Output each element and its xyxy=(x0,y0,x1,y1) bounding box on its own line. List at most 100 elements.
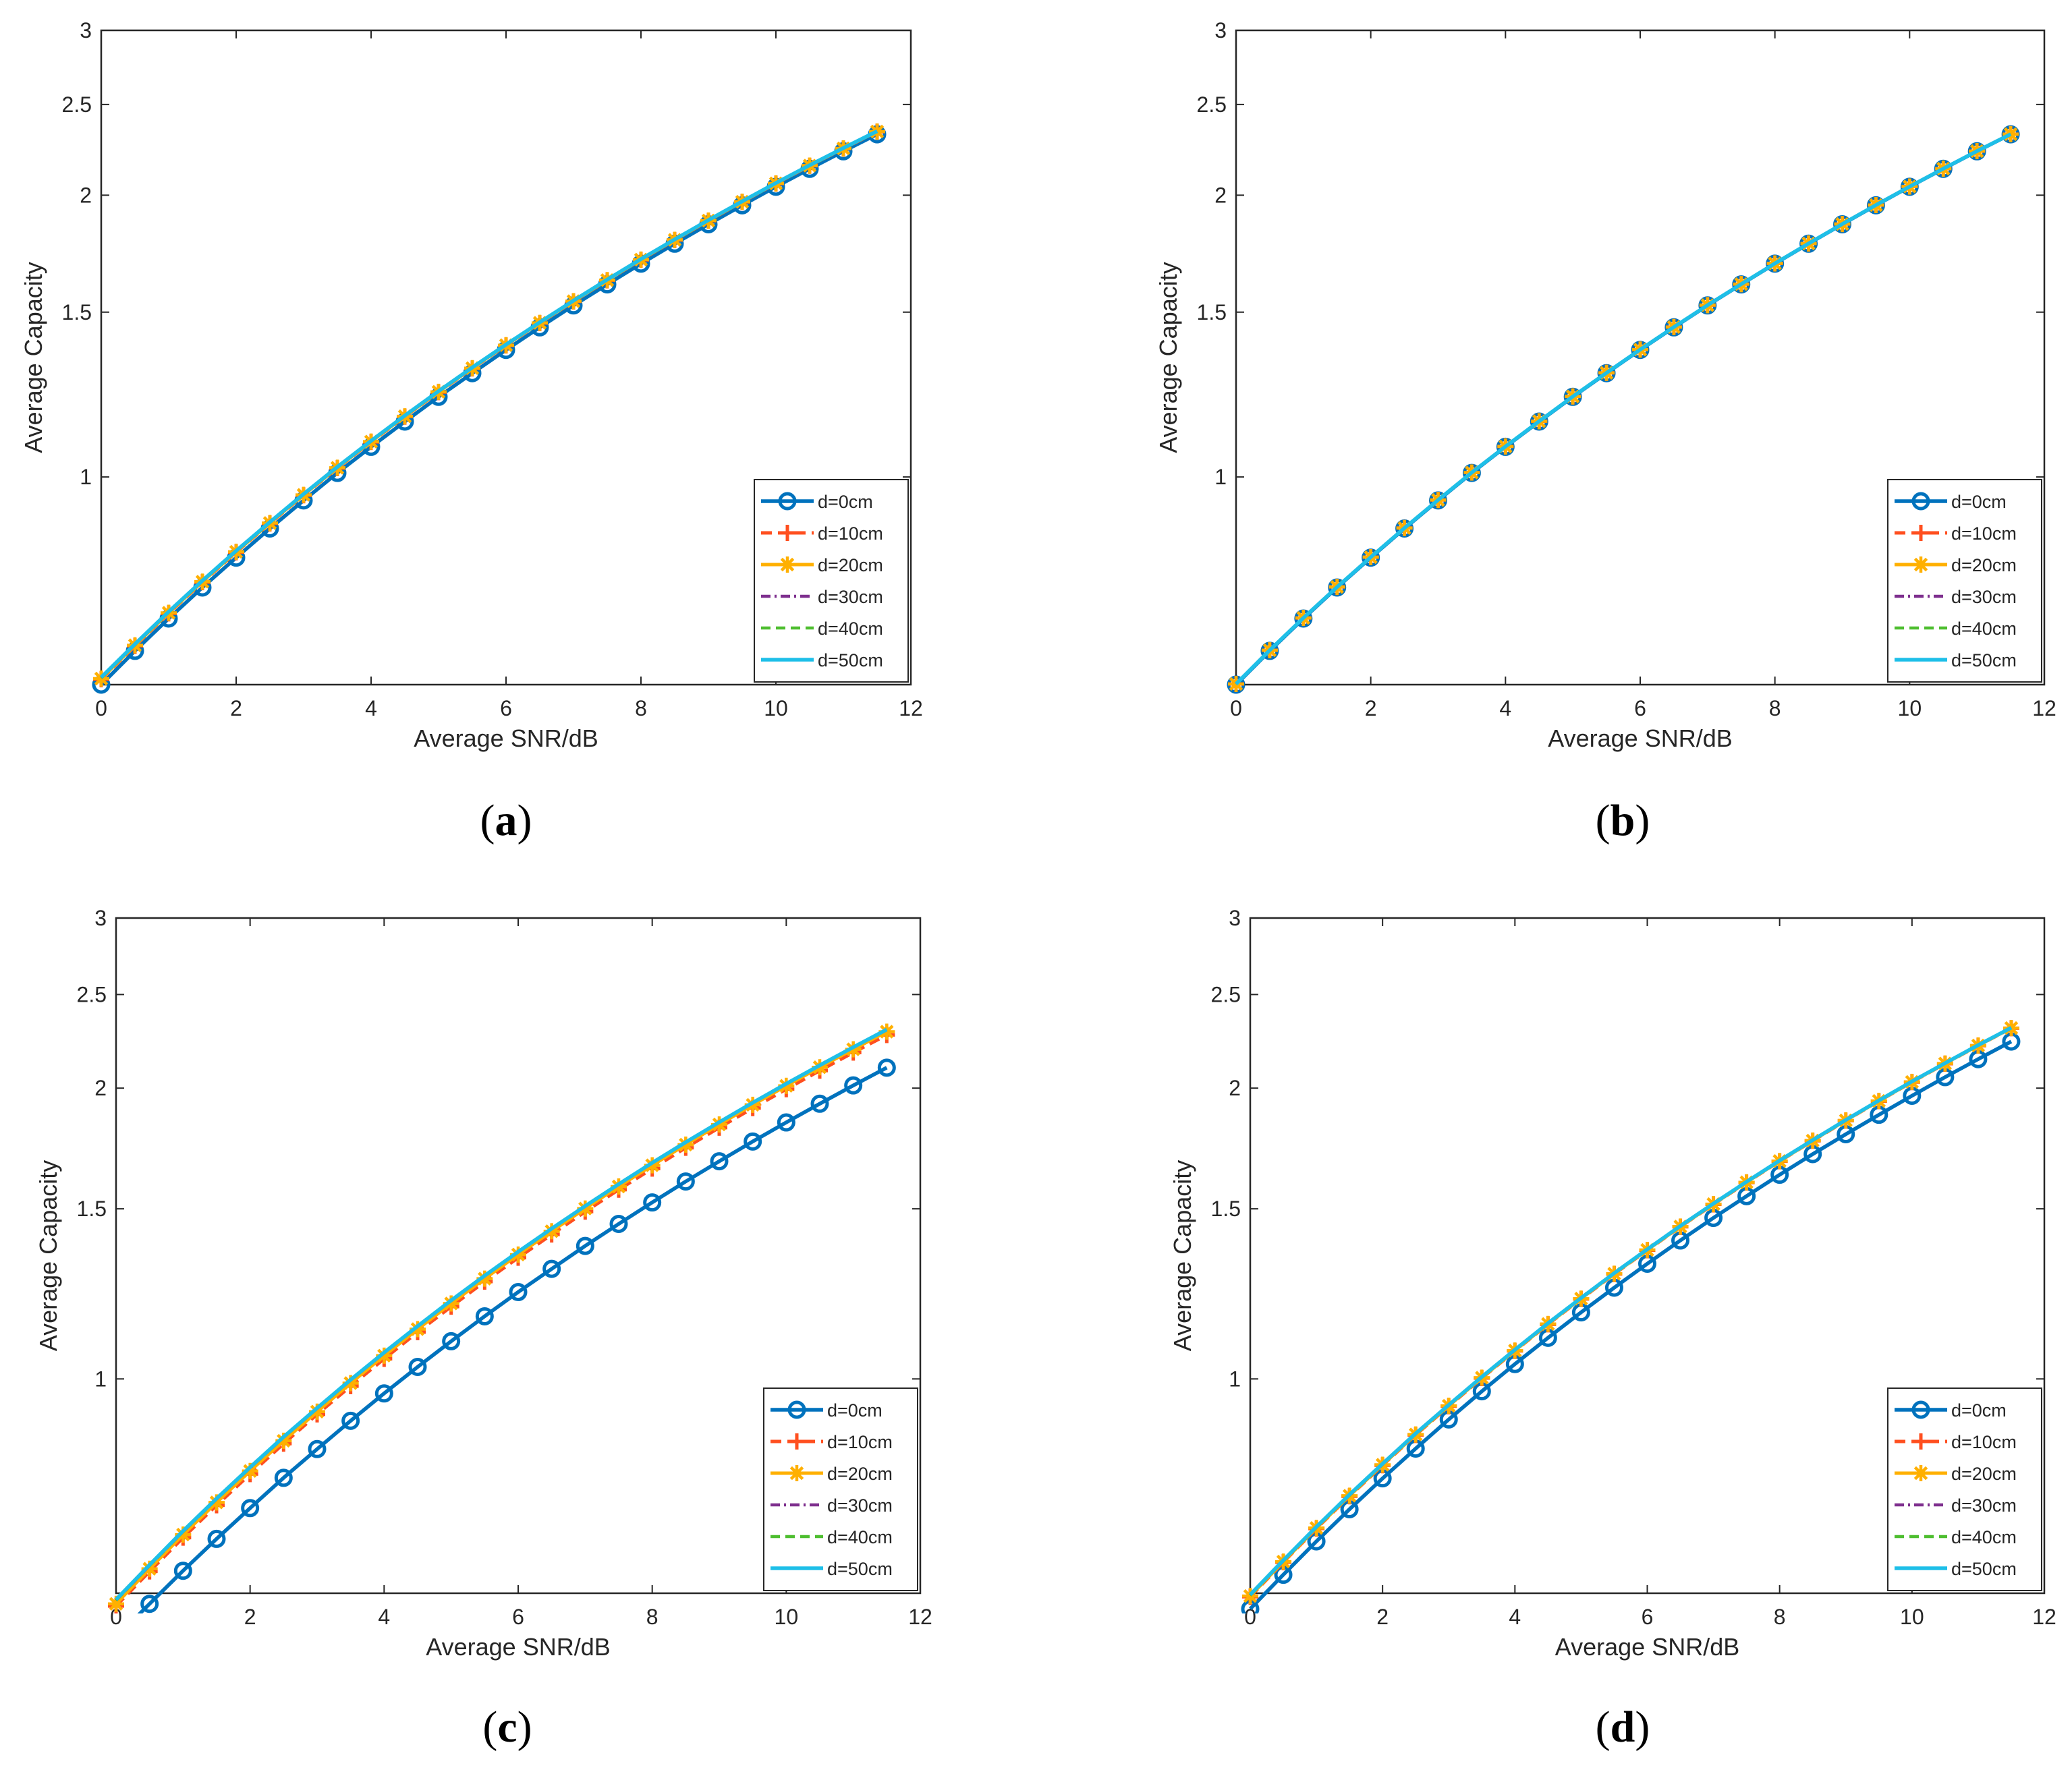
y-tick-label: 2.5 xyxy=(62,92,92,117)
legend-label: d=30cm xyxy=(827,1495,893,1516)
x-axis-label: Average SNR/dB xyxy=(1548,724,1732,752)
data-point-marker xyxy=(710,1152,729,1171)
x-tick-label: 0 xyxy=(110,1605,122,1629)
legend-item: d=30cm xyxy=(761,587,883,607)
data-point-marker xyxy=(408,1358,427,1377)
legend-label: d=30cm xyxy=(818,587,883,607)
y-tick-label: 2 xyxy=(1229,1076,1241,1100)
y-tick-label: 2 xyxy=(1214,183,1227,207)
y-tick-label: 1.5 xyxy=(1211,1197,1241,1221)
legend-item: d=20cm xyxy=(761,555,883,575)
data-point-marker xyxy=(509,1283,528,1302)
x-tick-label: 4 xyxy=(378,1605,390,1629)
legend-item: d=40cm xyxy=(771,1527,893,1547)
legend-item: d=50cm xyxy=(1895,1559,2017,1579)
legend-item: d=40cm xyxy=(1895,619,2017,639)
legend-label: d=20cm xyxy=(818,555,883,575)
chart-panel-a: 0 2 4 6 8 10 12 1 1.5 2 2.5 3 Average SNR/dB Average … xyxy=(20,18,923,845)
data-point-marker xyxy=(241,1499,260,1518)
x-tick-label: 2 xyxy=(1365,696,1377,720)
y-tick-label: 2 xyxy=(94,1076,107,1100)
legend-box xyxy=(1887,479,2042,683)
panel-caption: (d) xyxy=(1596,1703,1650,1752)
legend-item: d=20cm xyxy=(771,1464,893,1484)
legend-item: d=50cm xyxy=(1895,650,2017,670)
legend-label: d=20cm xyxy=(1951,1464,2017,1484)
data-point-marker xyxy=(779,556,795,573)
legend-item: d=10cm xyxy=(771,1432,893,1452)
x-tick-label: 6 xyxy=(512,1605,524,1629)
x-tick-label: 2 xyxy=(1376,1605,1389,1629)
legend-item: d=20cm xyxy=(1895,555,2017,575)
legend-box xyxy=(1887,1387,2042,1591)
y-tick-label: 3 xyxy=(94,906,107,930)
x-tick-label: 12 xyxy=(899,696,923,720)
legend-item: d=10cm xyxy=(1895,523,2017,544)
data-point-marker xyxy=(542,1259,561,1278)
x-tick-label: 0 xyxy=(1230,696,1242,720)
legend-label: d=0cm xyxy=(1951,492,2007,512)
panel-caption: (c) xyxy=(482,1703,532,1752)
data-point-marker xyxy=(609,1214,628,1233)
legend-label: d=10cm xyxy=(818,523,883,544)
data-point-marker xyxy=(778,492,797,511)
series-group xyxy=(92,123,887,694)
legend-item: d=50cm xyxy=(761,650,883,670)
data-point-marker xyxy=(789,1465,805,1481)
data-point-marker xyxy=(275,1432,292,1449)
data-point-marker xyxy=(1911,492,1930,511)
x-tick-label: 2 xyxy=(230,696,242,720)
data-point-marker xyxy=(1913,556,1929,573)
data-point-marker xyxy=(475,1307,494,1325)
x-tick-label: 10 xyxy=(1900,1605,1924,1629)
legend-item: d=30cm xyxy=(1895,1495,2017,1516)
legend-item: d=40cm xyxy=(1895,1527,2017,1547)
legend-item: d=10cm xyxy=(761,523,883,544)
legend-label: d=30cm xyxy=(1951,1495,2017,1516)
series-group xyxy=(108,1023,896,1613)
x-tick-label: 12 xyxy=(908,1605,932,1629)
y-tick-label: 1.5 xyxy=(1197,300,1227,324)
legend-label: d=50cm xyxy=(1951,650,2017,670)
x-tick-label: 10 xyxy=(764,696,788,720)
data-point-marker xyxy=(744,1132,762,1151)
data-point-marker xyxy=(611,1178,627,1195)
x-tick-label: 12 xyxy=(2032,1605,2056,1629)
x-axis-label: Average SNR/dB xyxy=(1555,1633,1739,1661)
legend-label: d=50cm xyxy=(827,1559,893,1579)
panel-caption: (a) xyxy=(480,796,532,845)
series-line-d-50cm xyxy=(100,130,878,679)
data-point-marker xyxy=(374,1384,393,1403)
legend-item: d=0cm xyxy=(1895,1400,2007,1421)
data-point-marker xyxy=(140,1595,159,1613)
legend-box xyxy=(763,1387,918,1591)
x-axis-label: Average SNR/dB xyxy=(426,1633,610,1661)
y-axis-label: Average Capacity xyxy=(1154,262,1182,453)
data-point-marker xyxy=(779,525,795,541)
legend-item: d=30cm xyxy=(771,1495,893,1516)
chart-panel-b: 0 2 4 6 8 10 12 1 1.5 2 2.5 3 Average SNR/dB Average … xyxy=(1154,18,2056,845)
x-tick-label: 12 xyxy=(2032,696,2056,720)
series-group xyxy=(1227,125,2020,694)
series-line-d-50cm xyxy=(1235,132,2012,685)
legend-item: d=50cm xyxy=(771,1559,893,1579)
legend-label: d=50cm xyxy=(1951,1559,2017,1579)
data-point-marker xyxy=(877,1058,896,1077)
data-point-marker xyxy=(576,1236,594,1255)
legend: d=0cm d=10cm d=20cm d=30cm d=40cm d=50cm xyxy=(754,479,909,683)
legend: d=0cm d=10cm d=20cm d=30cm d=40cm d=50cm xyxy=(1887,1387,2042,1591)
x-tick-label: 8 xyxy=(1769,696,1781,720)
y-tick-label: 1 xyxy=(1229,1367,1241,1391)
y-tick-label: 3 xyxy=(1214,18,1227,42)
data-point-marker xyxy=(878,1023,895,1040)
x-tick-label: 4 xyxy=(1509,1605,1521,1629)
x-tick-label: 6 xyxy=(1642,1605,1654,1629)
x-tick-label: 10 xyxy=(775,1605,799,1629)
legend-label: d=10cm xyxy=(827,1432,893,1452)
legend-label: d=0cm xyxy=(827,1400,883,1421)
x-tick-label: 8 xyxy=(1774,1605,1786,1629)
legend-item: d=40cm xyxy=(761,619,883,639)
x-tick-label: 4 xyxy=(1499,696,1511,720)
legend-item: d=0cm xyxy=(771,1400,883,1421)
